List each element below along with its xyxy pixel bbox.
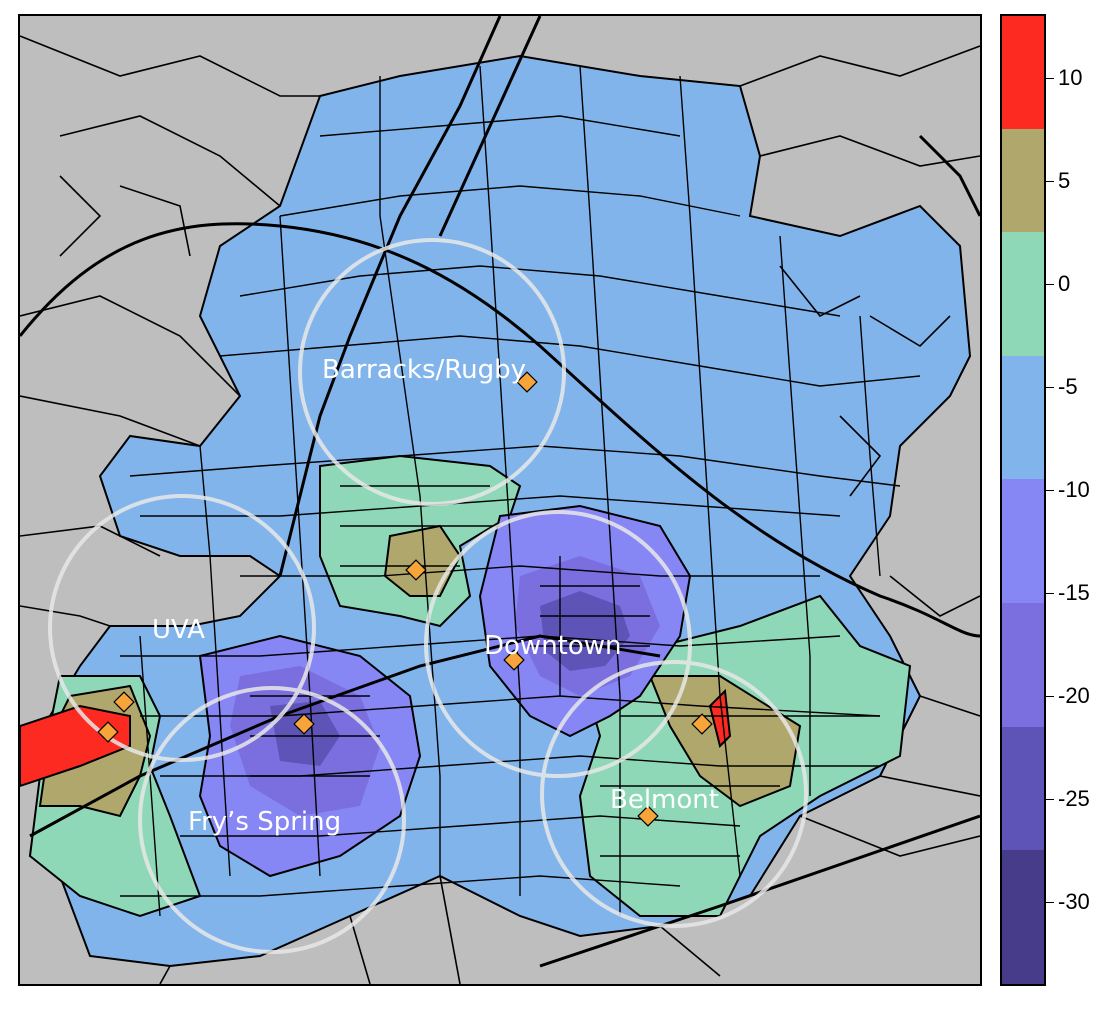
circle-frys-spring [138, 686, 406, 954]
legend-band [1002, 16, 1044, 130]
marker-diamond[interactable] [405, 559, 427, 581]
map-panel[interactable]: Barracks/Rugby UVA Downtown Fry’s Spring… [18, 14, 982, 986]
marker-diamond[interactable] [113, 691, 135, 713]
legend-tick-mark [1046, 798, 1054, 800]
legend-band [1002, 850, 1044, 984]
legend-tick-label: -20 [1058, 682, 1090, 708]
circle-belmont [540, 660, 808, 928]
legend-band [1002, 232, 1044, 356]
label-frys-spring: Fry’s Spring [188, 807, 341, 837]
legend-tick-label: -5 [1058, 373, 1078, 399]
legend-band [1002, 602, 1044, 727]
circle-uva [48, 494, 316, 762]
legend-tick-label: 5 [1058, 167, 1071, 193]
marker-diamond[interactable] [293, 713, 315, 735]
red-zone-west [20, 704, 131, 788]
legend-tick-label: -15 [1058, 579, 1090, 605]
legend-tick-label: -30 [1058, 888, 1090, 914]
neighborhood-circles [48, 238, 808, 954]
location-markers [97, 371, 713, 827]
legend-tick-mark [1046, 695, 1054, 697]
city-streets [120, 65, 921, 917]
legend-band [1002, 355, 1044, 480]
legend-tick-mark [1046, 386, 1054, 388]
highways [20, 16, 980, 968]
marker-diamond[interactable] [97, 721, 119, 743]
label-downtown: Downtown [484, 631, 622, 661]
circle-downtown [424, 510, 692, 778]
legend-band [1002, 726, 1044, 851]
marker-diamond[interactable] [503, 649, 525, 671]
legend-tick-mark [1046, 901, 1054, 903]
label-barracks-rugby: Barracks/Rugby [322, 355, 526, 385]
marker-diamond[interactable] [691, 713, 713, 735]
map-canvas: Barracks/Rugby UVA Downtown Fry’s Spring… [20, 16, 980, 984]
legend-tick-mark [1046, 77, 1054, 79]
legend-tick-mark [1046, 592, 1054, 594]
legend-tick-label: -25 [1058, 785, 1090, 811]
legend-tick-mark [1046, 489, 1054, 491]
label-uva: UVA [152, 615, 205, 645]
legend-tick-mark [1046, 180, 1054, 182]
legend-band [1002, 129, 1044, 233]
color-legend [1000, 14, 1046, 986]
legend-tick-mark [1046, 283, 1054, 285]
legend-tick-label: 10 [1058, 64, 1083, 90]
marker-diamond[interactable] [516, 371, 538, 393]
legend-tick-label: -10 [1058, 476, 1090, 502]
purple-zone-downtown-core [540, 591, 630, 671]
marker-diamond[interactable] [637, 805, 659, 827]
legend-tick-label: 0 [1058, 270, 1071, 296]
circle-barracks-rugby [298, 238, 566, 506]
legend-band [1002, 479, 1044, 603]
label-belmont: Belmont [610, 785, 719, 815]
street-network [20, 35, 980, 984]
